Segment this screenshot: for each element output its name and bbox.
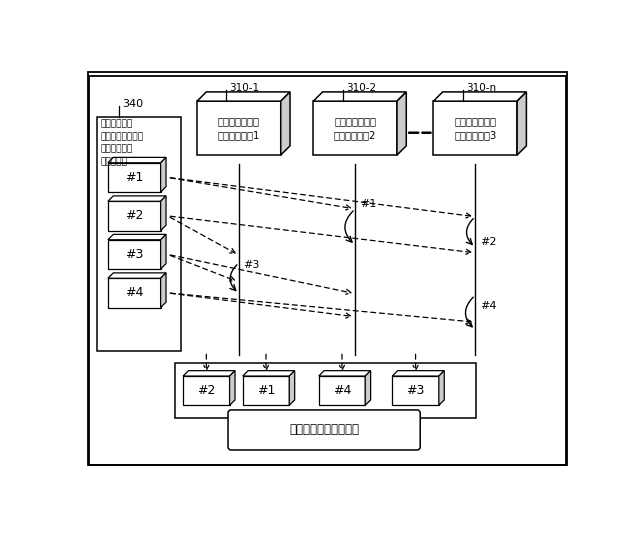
Text: 処理システム：
インスタンス3: 処理システム： インスタンス3 (454, 116, 497, 140)
Polygon shape (108, 157, 166, 163)
FancyArrowPatch shape (465, 297, 473, 327)
Polygon shape (397, 92, 406, 155)
Text: #4: #4 (125, 286, 143, 300)
Text: #4: #4 (480, 301, 497, 311)
Text: #3: #3 (244, 260, 260, 270)
Text: #3: #3 (406, 384, 425, 397)
FancyArrowPatch shape (230, 265, 237, 291)
Text: #4: #4 (333, 384, 351, 397)
Polygon shape (230, 371, 235, 406)
Polygon shape (392, 376, 439, 406)
FancyArrowPatch shape (345, 211, 353, 242)
Polygon shape (281, 92, 290, 155)
Text: #1: #1 (257, 384, 275, 397)
Text: #2: #2 (480, 237, 497, 247)
Polygon shape (433, 101, 517, 155)
Polygon shape (319, 376, 365, 406)
Text: #3: #3 (125, 248, 143, 261)
Polygon shape (108, 163, 161, 192)
Polygon shape (108, 240, 161, 269)
Polygon shape (108, 201, 161, 231)
Polygon shape (439, 371, 444, 406)
Text: #2: #2 (197, 384, 216, 397)
Text: #2: #2 (125, 209, 143, 223)
Polygon shape (108, 278, 161, 308)
Polygon shape (161, 196, 166, 231)
Polygon shape (243, 376, 289, 406)
Polygon shape (319, 371, 371, 376)
Polygon shape (197, 92, 290, 101)
Polygon shape (433, 92, 527, 101)
Polygon shape (365, 371, 371, 406)
Polygon shape (161, 157, 166, 192)
Text: #1: #1 (360, 198, 376, 209)
Polygon shape (289, 371, 294, 406)
Text: 一貫性のない処理順序: 一貫性のない処理順序 (289, 423, 359, 437)
Polygon shape (517, 92, 527, 155)
Text: 処理システム：
インスタンス2: 処理システム： インスタンス2 (334, 116, 376, 140)
Polygon shape (161, 234, 166, 269)
FancyBboxPatch shape (228, 410, 420, 450)
Polygon shape (108, 234, 166, 240)
Text: #1: #1 (125, 171, 143, 184)
Text: 340: 340 (122, 98, 143, 109)
Polygon shape (161, 273, 166, 308)
Polygon shape (197, 101, 281, 155)
Polygon shape (313, 92, 406, 101)
Text: 310-2: 310-2 (346, 83, 376, 93)
Polygon shape (183, 376, 230, 406)
Polygon shape (108, 273, 166, 278)
Polygon shape (313, 101, 397, 155)
Text: 310-1: 310-1 (229, 83, 260, 93)
Polygon shape (183, 371, 235, 376)
Polygon shape (392, 371, 444, 376)
Polygon shape (243, 371, 294, 376)
Text: 処理システム：
インスタンス1: 処理システム： インスタンス1 (218, 116, 260, 140)
Text: メッセージを
処理するキュー：
インバウンド
シーケンス: メッセージを 処理するキュー： インバウンド シーケンス (101, 120, 144, 166)
Text: 310-n: 310-n (466, 83, 496, 93)
Polygon shape (108, 196, 166, 201)
FancyArrowPatch shape (467, 219, 473, 244)
